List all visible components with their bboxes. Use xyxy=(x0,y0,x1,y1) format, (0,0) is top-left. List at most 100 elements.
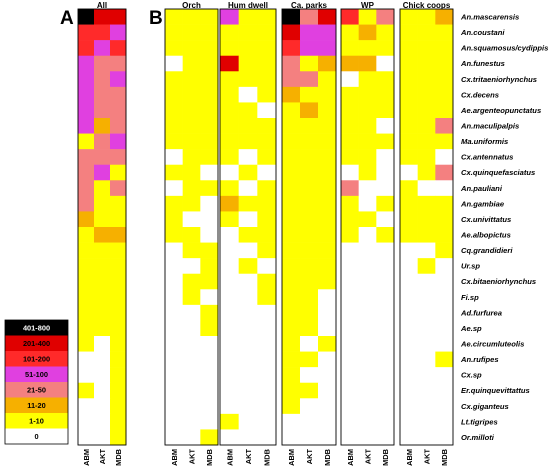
heatmap-cell xyxy=(238,258,258,275)
heatmap-cell xyxy=(257,351,277,368)
column-label: ABM xyxy=(346,449,355,466)
panel-orch: Orch ABM AKT MDB xyxy=(164,1,219,466)
heatmap-cell xyxy=(94,273,111,290)
heatmap-cell xyxy=(300,429,319,446)
species-label: An.pauliani xyxy=(460,184,503,193)
heatmap-cell xyxy=(417,336,436,352)
heatmap-cell xyxy=(400,398,418,415)
heatmap-cell xyxy=(400,382,418,399)
heatmap-cell xyxy=(300,413,319,430)
heatmap-cell xyxy=(200,9,219,25)
heatmap-cell xyxy=(417,149,436,166)
heatmap-cell xyxy=(358,9,377,25)
heatmap-cell xyxy=(341,227,359,243)
heatmap-cell xyxy=(400,133,418,150)
heatmap-cell xyxy=(257,398,277,415)
heatmap-cell xyxy=(435,336,454,352)
heatmap-cell xyxy=(182,351,201,368)
heatmap-cell xyxy=(110,273,127,290)
heatmap-cell xyxy=(341,211,359,228)
heatmap-cell xyxy=(376,336,395,352)
heatmap-cell xyxy=(182,429,201,446)
heatmap-cell xyxy=(341,398,359,415)
species-label: Ur.sp xyxy=(461,262,480,271)
heatmap-cell xyxy=(200,40,219,57)
heatmap-cell xyxy=(110,382,127,399)
heatmap-cell xyxy=(200,102,219,119)
heatmap-cell xyxy=(341,195,359,212)
heatmap-cell xyxy=(110,71,127,88)
heatmap-cell xyxy=(300,382,319,399)
heatmap-cell xyxy=(238,118,258,134)
heatmap-cell xyxy=(341,429,359,446)
panel-border xyxy=(399,8,454,446)
heatmap-cell xyxy=(165,9,183,25)
heatmap-cell xyxy=(78,86,95,103)
species-label: Fi.sp xyxy=(461,293,479,302)
heatmap-cell xyxy=(318,351,337,368)
heatmap-cell xyxy=(94,149,111,166)
heatmap-cell xyxy=(182,367,201,384)
heatmap-cell xyxy=(400,102,418,119)
column-label: ABM xyxy=(82,449,91,466)
heatmap-cell xyxy=(182,227,201,243)
heatmap-cell xyxy=(165,40,183,57)
heatmap-cell xyxy=(300,195,319,212)
species-labels: An.mascarensis An.coustani An.squamosus/cy… xyxy=(460,12,548,441)
legend-label: 51-100 xyxy=(25,370,48,379)
heatmap-cell xyxy=(238,71,258,88)
legend-swatch xyxy=(5,320,68,336)
heatmap-cell xyxy=(282,242,301,259)
heatmap-cell xyxy=(318,149,337,166)
heatmap-cell xyxy=(376,211,395,228)
heatmap-cell xyxy=(165,336,183,352)
heatmap-cell xyxy=(182,9,201,25)
legend-label: 11-20 xyxy=(27,401,46,410)
heatmap-cell xyxy=(182,71,201,88)
heatmap-cell xyxy=(200,289,219,306)
heatmap-cell xyxy=(282,133,301,150)
heatmap-cell xyxy=(165,195,183,212)
heatmap-cell xyxy=(78,336,95,352)
heatmap-cell xyxy=(435,242,454,259)
heatmap-cell xyxy=(110,336,127,352)
heatmap-cell xyxy=(78,382,95,399)
heatmap-cell xyxy=(435,320,454,337)
heatmap-cell xyxy=(165,242,183,259)
heatmap-cell xyxy=(318,118,337,134)
heatmap-cell xyxy=(238,227,258,243)
heatmap-cell xyxy=(376,9,395,25)
heatmap-cell xyxy=(94,164,111,181)
heatmap-cell xyxy=(94,289,111,306)
legend-label: 0 xyxy=(34,432,38,441)
heatmap-cell xyxy=(300,227,319,243)
heatmap-cell xyxy=(110,289,127,306)
heatmap-cell xyxy=(358,382,377,399)
heatmap-cell xyxy=(200,149,219,166)
heatmap-cell xyxy=(417,9,436,25)
heatmap-cell xyxy=(257,304,277,321)
heatmap-cell xyxy=(417,71,436,88)
legend-label: 101-200 xyxy=(23,354,50,363)
heatmap-cell xyxy=(400,9,418,25)
heatmap-cell xyxy=(110,9,127,25)
heatmap-cell xyxy=(78,413,95,430)
heatmap-cell xyxy=(200,336,219,352)
heatmap-cell xyxy=(318,242,337,259)
heatmap-cell xyxy=(435,24,454,41)
heatmap-cell xyxy=(110,180,127,197)
heatmap-cell xyxy=(341,71,359,88)
heatmap-cell xyxy=(282,195,301,212)
heatmap-cell xyxy=(200,71,219,88)
heatmap-cell xyxy=(358,367,377,384)
species-label: Cx.bitaeniorhynchus xyxy=(461,277,536,286)
column-label: ABM xyxy=(170,449,179,466)
heatmap-cell xyxy=(182,195,201,212)
panel-title: Ca. parks xyxy=(291,1,328,10)
heatmap-cell xyxy=(165,351,183,368)
heatmap-cell xyxy=(182,180,201,197)
column-label: MDB xyxy=(205,449,214,466)
heatmap-cell xyxy=(341,86,359,103)
heatmap-cell xyxy=(435,273,454,290)
heatmap-cell xyxy=(376,289,395,306)
